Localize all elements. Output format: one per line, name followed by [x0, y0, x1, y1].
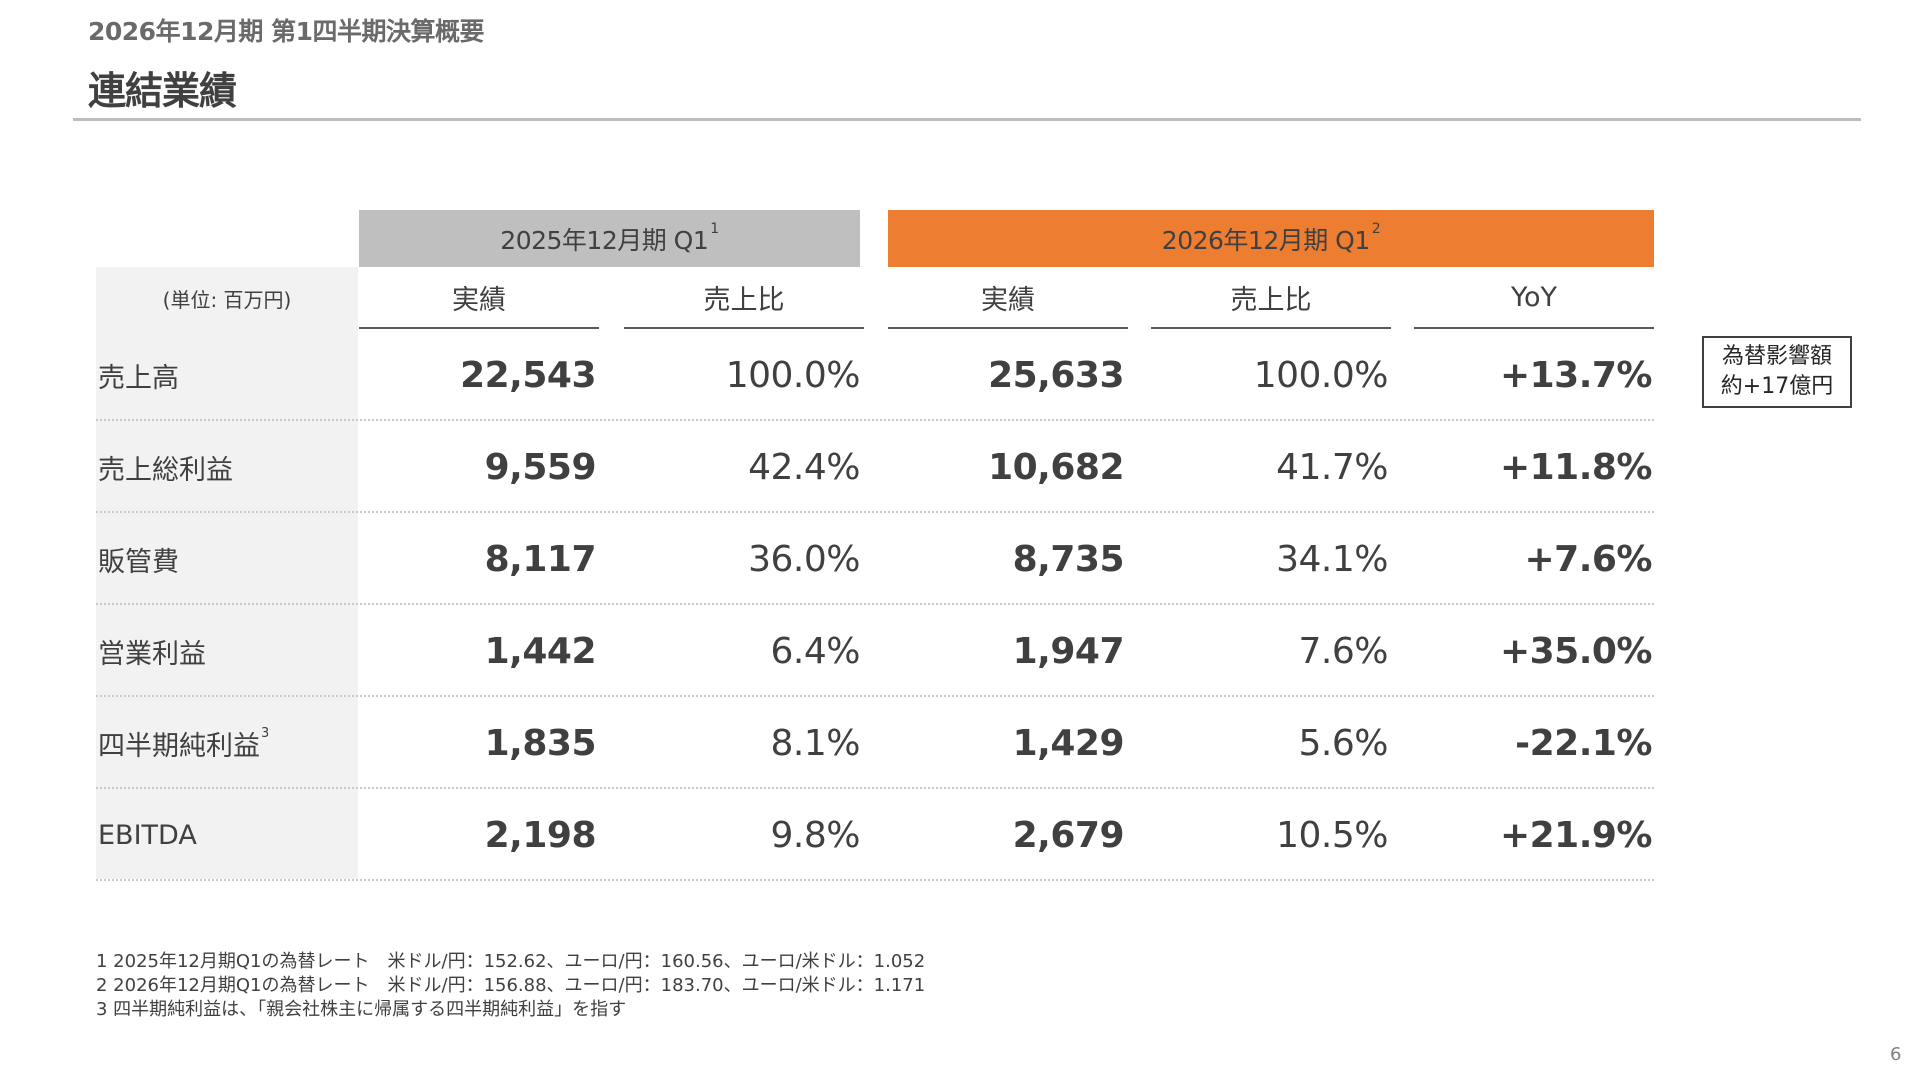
ratio-2025-cell: 100.0%: [725, 354, 861, 396]
actual-2025-cell: 22,543: [460, 354, 596, 396]
table-row: 売上総利益 9,559 42.4% 10,682 41.7% +11.8%: [96, 421, 1654, 513]
ratio-2026-cell: 100.0%: [1253, 354, 1389, 396]
actual-2026-cell: 8,735: [1012, 538, 1125, 580]
group-header-2025: 2025年12月期 Q1 1: [359, 210, 860, 267]
row-label: 四半期純利益 3: [98, 697, 356, 789]
yoy-cell: +21.9%: [1499, 814, 1653, 856]
footnote-1: 1 2025年12月期Q1の為替レート 米ドル/円：152.62、ユーロ/円：1…: [96, 951, 926, 972]
table-row: EBITDA 2,198 9.8% 2,679 10.5% +21.9%: [96, 789, 1654, 881]
yoy-cell: +13.7%: [1499, 354, 1653, 396]
ratio-2025-cell: 6.4%: [770, 630, 861, 672]
yoy-cell: +7.6%: [1524, 538, 1652, 580]
actual-2026-cell: 25,633: [988, 354, 1124, 396]
slide-supertitle: 2026年12月期 第1四半期決算概要: [88, 17, 484, 46]
title-divider: [73, 118, 1861, 121]
yoy-cell: -22.1%: [1515, 722, 1652, 764]
ratio-2026-cell: 7.6%: [1298, 630, 1389, 672]
row-divider: [96, 419, 1654, 421]
fx-impact-label: 為替影響額: [1721, 344, 1832, 369]
row-label-text: EBITDA: [98, 819, 197, 851]
table-row: 売上高 22,543 100.0% 25,633 100.0% +13.7%: [96, 329, 1654, 421]
row-label: 販管費: [98, 513, 356, 605]
row-label: 営業利益: [98, 605, 356, 697]
yoy-cell: +11.8%: [1499, 446, 1653, 488]
footnote-ref: 1: [710, 220, 719, 237]
col-header-actual-2025: 実績: [359, 267, 599, 329]
row-label-text: 売上総利益: [98, 454, 233, 486]
footnote-ref: 2: [1371, 220, 1381, 237]
actual-2026-cell: 10,682: [988, 446, 1124, 488]
col-header-ratio-2025: 売上比: [624, 267, 864, 329]
ratio-2026-cell: 34.1%: [1276, 538, 1388, 580]
table-row: 営業利益 1,442 6.4% 1,947 7.6% +35.0%: [96, 605, 1654, 697]
table-row: 販管費 8,117 36.0% 8,735 34.1% +7.6%: [96, 513, 1654, 605]
footnote-3: 3 四半期純利益は、「親会社株主に帰属する四半期純利益」を指す: [96, 999, 627, 1020]
row-label-text: 営業利益: [98, 638, 206, 670]
ratio-2025-cell: 36.0%: [748, 538, 860, 580]
row-divider: [96, 511, 1654, 513]
ratio-2025-cell: 9.8%: [770, 814, 861, 856]
slide-title: 連結業績: [88, 69, 237, 113]
table-row: 四半期純利益 3 1,835 8.1% 1,429 5.6% -22.1%: [96, 697, 1654, 789]
row-divider: [96, 695, 1654, 697]
actual-2025-cell: 1,835: [484, 722, 597, 764]
group-header-2026-label: 2026年12月期 Q1: [1161, 225, 1370, 255]
ratio-2025-cell: 8.1%: [770, 722, 861, 764]
group-header-2026: 2026年12月期 Q1 2: [888, 210, 1654, 267]
col-header-ratio-2026: 売上比: [1151, 267, 1391, 329]
ratio-2026-cell: 41.7%: [1276, 446, 1388, 488]
actual-2026-cell: 1,429: [1012, 722, 1125, 764]
row-divider: [96, 787, 1654, 789]
footnotes: 1 2025年12月期Q1の為替レート 米ドル/円：152.62、ユーロ/円：1…: [96, 950, 925, 1022]
actual-2025-cell: 9,559: [484, 446, 597, 488]
yoy-cell: +35.0%: [1499, 630, 1653, 672]
actual-2025-cell: 2,198: [484, 814, 597, 856]
ratio-2025-cell: 42.4%: [748, 446, 860, 488]
row-divider: [96, 603, 1654, 605]
fx-impact-box: 為替影響額 約+17億円: [1702, 336, 1852, 408]
row-label: EBITDA: [98, 789, 356, 881]
row-label: 売上高: [98, 329, 356, 421]
row-divider: [96, 879, 1654, 881]
actual-2026-cell: 1,947: [1012, 630, 1125, 672]
ratio-2026-cell: 5.6%: [1298, 722, 1389, 764]
unit-label: (単位: 百万円): [162, 287, 292, 312]
actual-2025-cell: 8,117: [484, 538, 597, 580]
footnote-ref: 3: [261, 725, 270, 741]
ratio-2026-cell: 10.5%: [1276, 814, 1388, 856]
row-label-text: 販管費: [98, 546, 179, 578]
row-label-column: [96, 267, 358, 879]
actual-2026-cell: 2,679: [1012, 814, 1125, 856]
group-header-2025-label: 2025年12月期 Q1: [500, 225, 709, 255]
fx-impact-value: 約+17億円: [1720, 374, 1834, 399]
row-label: 売上総利益: [98, 421, 356, 513]
row-label-text: 四半期純利益: [98, 730, 260, 762]
col-header-actual-2026: 実績: [888, 267, 1128, 329]
row-label-text: 売上高: [98, 362, 179, 394]
page-number: 6: [1890, 1044, 1902, 1065]
footnote-2: 2 2026年12月期Q1の為替レート 米ドル/円：156.88、ユーロ/円：1…: [96, 975, 926, 996]
actual-2025-cell: 1,442: [484, 630, 597, 672]
col-header-yoy: YoY: [1414, 267, 1654, 329]
